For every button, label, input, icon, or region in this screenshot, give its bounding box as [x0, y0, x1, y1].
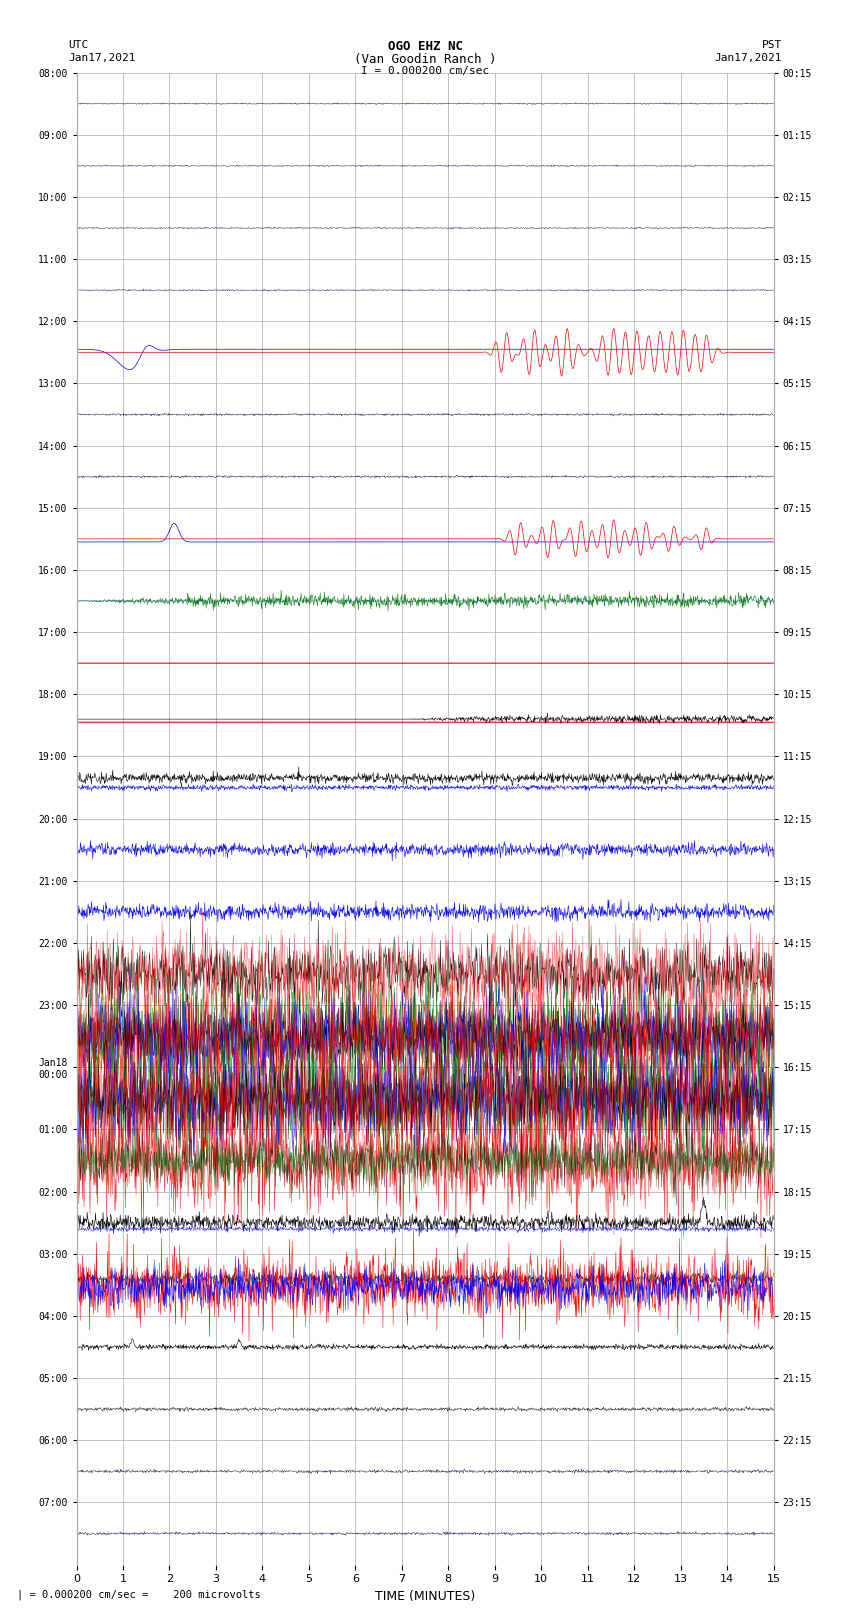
Text: Jan17,2021: Jan17,2021 [715, 53, 782, 63]
X-axis label: TIME (MINUTES): TIME (MINUTES) [375, 1590, 475, 1603]
Text: Jan17,2021: Jan17,2021 [68, 53, 135, 63]
Text: I = 0.000200 cm/sec: I = 0.000200 cm/sec [361, 66, 489, 76]
Text: PST: PST [762, 40, 782, 50]
Text: UTC: UTC [68, 40, 88, 50]
Text: | = 0.000200 cm/sec =    200 microvolts: | = 0.000200 cm/sec = 200 microvolts [17, 1589, 261, 1600]
Text: OGO EHZ NC: OGO EHZ NC [388, 40, 462, 53]
Text: (Van Goodin Ranch ): (Van Goodin Ranch ) [354, 53, 496, 66]
